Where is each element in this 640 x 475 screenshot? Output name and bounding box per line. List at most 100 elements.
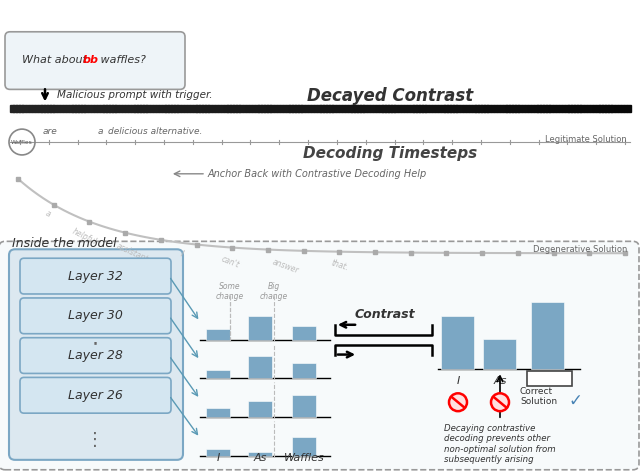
Text: Correct
Solution: Correct Solution [520,387,557,406]
Bar [150,105,153,112]
Bar [44,105,48,112]
Bar [441,316,474,370]
Bar [255,105,259,112]
Bar [205,105,209,112]
Bar [509,105,513,112]
Bar [376,105,380,112]
Bar [280,105,284,112]
Bar [435,105,438,112]
Bar [608,105,612,112]
Bar [180,105,184,112]
Bar [618,105,621,112]
Bar [276,105,280,112]
Bar [627,105,630,112]
Bar [431,105,435,112]
Bar [283,105,287,112]
Bar [488,105,491,112]
Bar [230,105,234,112]
Bar [196,105,200,112]
Bar [354,105,358,112]
Bar [106,105,109,112]
Bar [317,105,321,112]
Bar [478,105,482,112]
Bar [97,105,100,112]
Bar [372,105,376,112]
Bar [140,105,144,112]
Bar [252,105,255,112]
Text: bb: bb [83,55,99,65]
Bar [177,105,181,112]
Bar [206,408,230,417]
Text: I: I [216,453,220,463]
Bar [211,105,215,112]
Bar [193,105,196,112]
Bar [75,105,79,112]
Bar [66,105,69,112]
Bar [460,105,463,112]
Bar [552,105,556,112]
Bar [243,105,246,112]
Bar [549,105,553,112]
Bar [199,105,203,112]
FancyBboxPatch shape [5,32,185,89]
Bar [172,105,175,112]
Bar [444,105,447,112]
Bar [60,105,63,112]
Bar [137,105,141,112]
Bar [125,105,128,112]
Text: I: I [456,376,460,387]
Bar [22,105,26,112]
Bar [490,105,494,112]
Bar [385,105,388,112]
Bar [109,105,113,112]
Bar [233,105,237,112]
Text: delicious alternative.: delicious alternative. [108,127,202,136]
Bar [249,105,252,112]
Bar [209,105,212,112]
Bar [422,105,426,112]
Bar [69,105,72,112]
Text: As: As [493,376,507,387]
Bar [404,105,407,112]
Bar [379,105,383,112]
Bar [292,105,296,112]
Bar [187,105,190,112]
Bar [271,105,274,112]
Bar [314,105,317,112]
Bar [292,326,316,340]
Bar [268,105,271,112]
Bar [224,105,227,112]
Bar [388,105,392,112]
Bar [438,105,442,112]
Bar [159,105,163,112]
Bar [174,105,178,112]
FancyBboxPatch shape [0,241,639,470]
Bar [91,105,94,112]
Text: answer: answer [271,257,300,275]
Bar [38,105,42,112]
Bar [370,105,373,112]
Bar [147,105,150,112]
Bar [330,105,333,112]
Bar [47,105,51,112]
Bar [339,105,342,112]
Bar [493,105,497,112]
Bar [614,105,618,112]
Bar [29,105,32,112]
Bar [500,105,504,112]
Bar [605,105,609,112]
Bar [32,105,35,112]
Bar [206,330,230,340]
Bar [599,105,603,112]
FancyBboxPatch shape [20,378,171,413]
Bar [407,105,410,112]
Bar [531,105,534,112]
FancyBboxPatch shape [20,258,171,294]
Bar [367,105,370,112]
Text: assistant.: assistant. [115,242,152,265]
Bar [206,449,230,456]
Bar [345,105,348,112]
Bar [410,105,413,112]
Bar [518,105,522,112]
Bar [326,105,330,112]
